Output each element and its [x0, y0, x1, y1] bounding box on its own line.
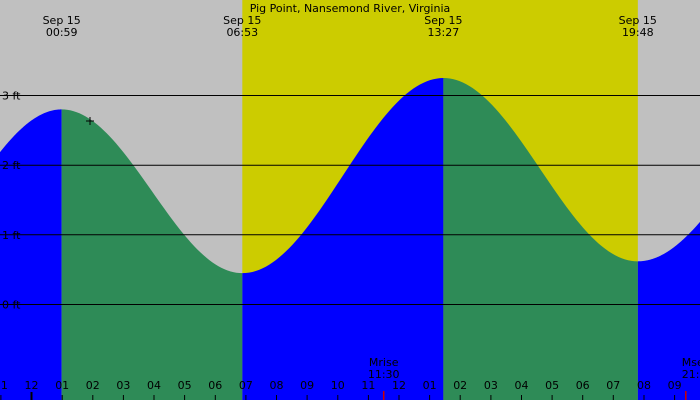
event-date-label: Sep 15 — [619, 14, 657, 27]
x-tick-label: 01 — [55, 379, 69, 392]
x-tick-label: 06 — [576, 379, 590, 392]
y-tick-label: 2 ft — [2, 159, 21, 172]
cursor-crosshair-icon — [86, 117, 94, 125]
chart-title: Pig Point, Nansemond River, Virginia — [250, 2, 451, 15]
gridlines — [0, 95, 700, 305]
x-tick-label: 10 — [331, 379, 345, 392]
y-axis-labels: 3 ft 2 ft 1 ft 0 ft — [2, 90, 21, 312]
x-tick-label: 12 — [25, 379, 39, 392]
falling-tide-area — [443, 78, 638, 400]
rising-tide-area — [242, 78, 444, 400]
x-tick-label: 09 — [300, 379, 314, 392]
x-tick-label: 08 — [637, 379, 651, 392]
moon-event-label: Mrise — [369, 356, 399, 369]
moon-event-label: Mset — [682, 356, 700, 369]
x-tick-label: 07 — [606, 379, 620, 392]
x-tick-label: 03 — [116, 379, 130, 392]
moon-event-time: 11:30 — [368, 368, 400, 381]
event-date-label: Sep 15 — [424, 14, 462, 27]
y-tick-label: 3 ft — [2, 90, 21, 103]
rising-tide-area — [637, 221, 700, 400]
y-tick-label: 1 ft — [2, 229, 21, 242]
event-time-label: 00:59 — [46, 26, 78, 39]
falling-tide-area — [61, 109, 243, 400]
x-tick-label: 03 — [484, 379, 498, 392]
event-time-label: 06:53 — [226, 26, 258, 39]
x-tick-label: 08 — [270, 379, 284, 392]
x-tick-label: 06 — [208, 379, 222, 392]
x-tick-label: 04 — [147, 379, 161, 392]
event-time-label: 19:48 — [622, 26, 654, 39]
x-tick-label: 11 — [361, 379, 375, 392]
moon-event-time: 21:22 — [682, 368, 700, 381]
x-tick-label: 05 — [545, 379, 559, 392]
tide-fills — [0, 78, 700, 400]
x-tick-label: 02 — [453, 379, 467, 392]
x-tick-label: 04 — [515, 379, 529, 392]
x-tick-label: 12 — [392, 379, 406, 392]
x-tick-label: 01 — [423, 379, 437, 392]
x-tick-label: 05 — [178, 379, 192, 392]
event-date-label: Sep 15 — [43, 14, 81, 27]
x-tick-label: 11 — [0, 379, 8, 392]
x-tick-label: 02 — [86, 379, 100, 392]
event-date-label: Sep 15 — [223, 14, 261, 27]
x-axis-labels: 11 12 01 02 03 04 05 06 07 08 09 10 11 12 01 02 03 04 05 06… — [0, 379, 682, 400]
x-tick-label: 09 — [668, 379, 682, 392]
rising-tide-area — [0, 109, 62, 400]
event-time-label: 13:27 — [428, 26, 460, 39]
y-tick-label: 0 ft — [2, 299, 21, 312]
x-tick-label: 07 — [239, 379, 253, 392]
